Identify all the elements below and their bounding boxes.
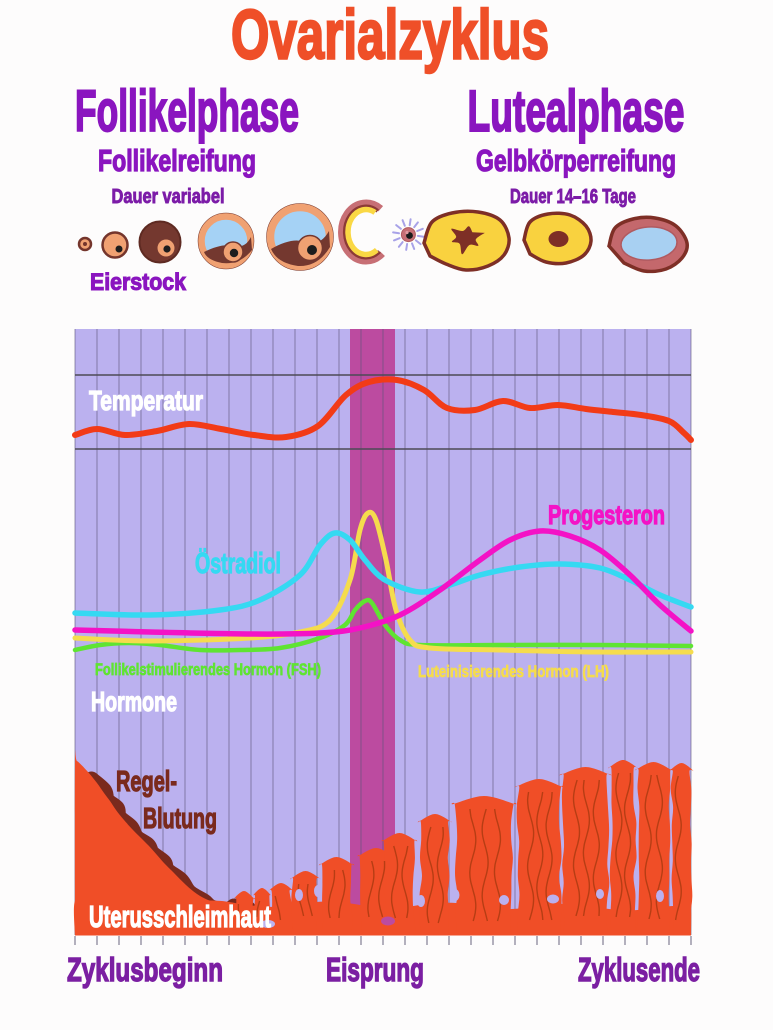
svg-text:Dauer variabel: Dauer variabel bbox=[112, 186, 225, 208]
svg-text:Eisprung: Eisprung bbox=[326, 951, 424, 988]
svg-text:Hormone: Hormone bbox=[91, 686, 177, 717]
svg-text:Ovarialzyklus: Ovarialzyklus bbox=[231, 0, 549, 74]
svg-text:Blutung: Blutung bbox=[143, 803, 217, 835]
svg-text:Progesteron: Progesteron bbox=[548, 500, 665, 530]
svg-text:Eierstock: Eierstock bbox=[90, 269, 187, 296]
svg-text:Gelbkörperreifung: Gelbkörperreifung bbox=[476, 143, 676, 178]
svg-text:Östradiol: Östradiol bbox=[195, 547, 281, 580]
svg-text:Dauer 14–16 Tage: Dauer 14–16 Tage bbox=[510, 186, 636, 208]
svg-text:Follikelphase: Follikelphase bbox=[75, 79, 299, 144]
svg-text:Zyklusbeginn: Zyklusbeginn bbox=[67, 951, 223, 988]
svg-text:Luteinisierendes Hormon (LH): Luteinisierendes Hormon (LH) bbox=[418, 662, 609, 681]
svg-text:Zyklusende: Zyklusende bbox=[578, 951, 700, 988]
svg-text:Lutealphase: Lutealphase bbox=[468, 79, 685, 144]
svg-text:Follikelreifung: Follikelreifung bbox=[98, 143, 256, 178]
svg-text:Follikelstimulierendes Hormon: Follikelstimulierendes Hormon (FSH) bbox=[95, 661, 321, 679]
svg-text:Temperatur: Temperatur bbox=[89, 385, 203, 416]
svg-text:Uterusschleimhaut: Uterusschleimhaut bbox=[89, 899, 271, 934]
svg-text:Regel-: Regel- bbox=[116, 766, 177, 798]
